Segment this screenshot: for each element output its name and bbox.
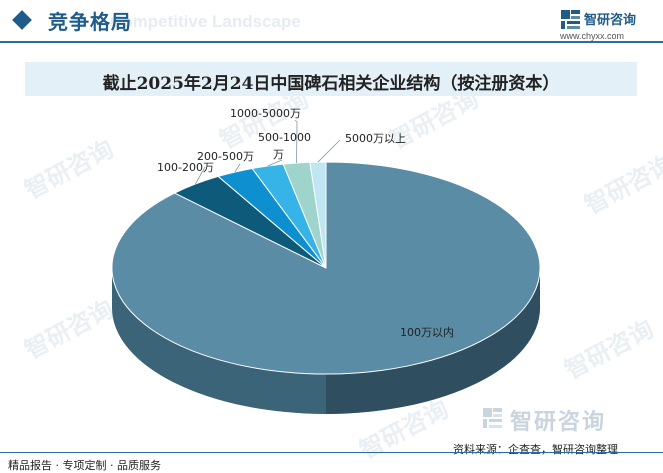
leader-line-200-500 — [234, 163, 241, 173]
footer-logo: 智研咨询 — [482, 406, 652, 435]
chart-title-band: 截止2025年2月24日中国碑石相关企业结构（按注册资本） — [25, 62, 637, 96]
section-title: 竞争格局 — [48, 10, 132, 34]
pie-labels: 100万以内 100-200万 200-500万 500-1000 万 1000… — [157, 107, 454, 339]
pie-tops — [111, 161, 541, 375]
header-ghost-text: Competitive Landscape — [110, 12, 301, 31]
brand-url: www.chyxx.com — [560, 31, 625, 41]
leader-line-100-200 — [195, 166, 206, 185]
brand-logo: 智研咨询 www.chyxx.com — [560, 7, 660, 41]
footer-bar: 精品报告 · 专项定制 · 品质服务 — [0, 452, 663, 473]
footer-tagline: 精品报告 · 专项定制 · 品质服务 — [8, 459, 161, 472]
slice-label-over-5000: 5000万以上 — [345, 132, 406, 145]
leader-line-500-1000 — [267, 159, 283, 167]
page-header: Competitive Landscape 竞争格局 — [0, 0, 663, 44]
pie-side-under-100 — [112, 268, 540, 414]
chart-title: 截止2025年2月24日中国碑石相关企业结构（按注册资本） — [102, 74, 560, 94]
pie-sides — [112, 268, 540, 414]
header-divider — [0, 41, 663, 43]
brand-name: 智研咨询 — [584, 13, 637, 28]
pie-side-shade — [326, 268, 540, 414]
pie-slice-under-100 — [111, 161, 541, 375]
pie-leader-lines — [195, 119, 341, 185]
slice-label-500-1000-unit: 万 — [273, 148, 284, 161]
slice-label-1000-5000: 1000-5000万 — [230, 107, 301, 120]
footer-divider — [0, 452, 663, 453]
footer-logo-icon — [483, 408, 502, 428]
slice-label-500-1000: 500-1000 — [258, 131, 311, 144]
slice-label-under-100: 100万以内 — [400, 325, 454, 339]
slice-label-200-500: 200-500万 — [197, 150, 254, 163]
footer-logo-name: 智研咨询 — [510, 410, 607, 435]
slice-label-100-200: 100-200万 — [157, 161, 214, 174]
brand-logo-icon — [561, 10, 580, 29]
leader-line-over-5000 — [317, 139, 341, 163]
leader-line-1000-5000 — [294, 119, 298, 164]
